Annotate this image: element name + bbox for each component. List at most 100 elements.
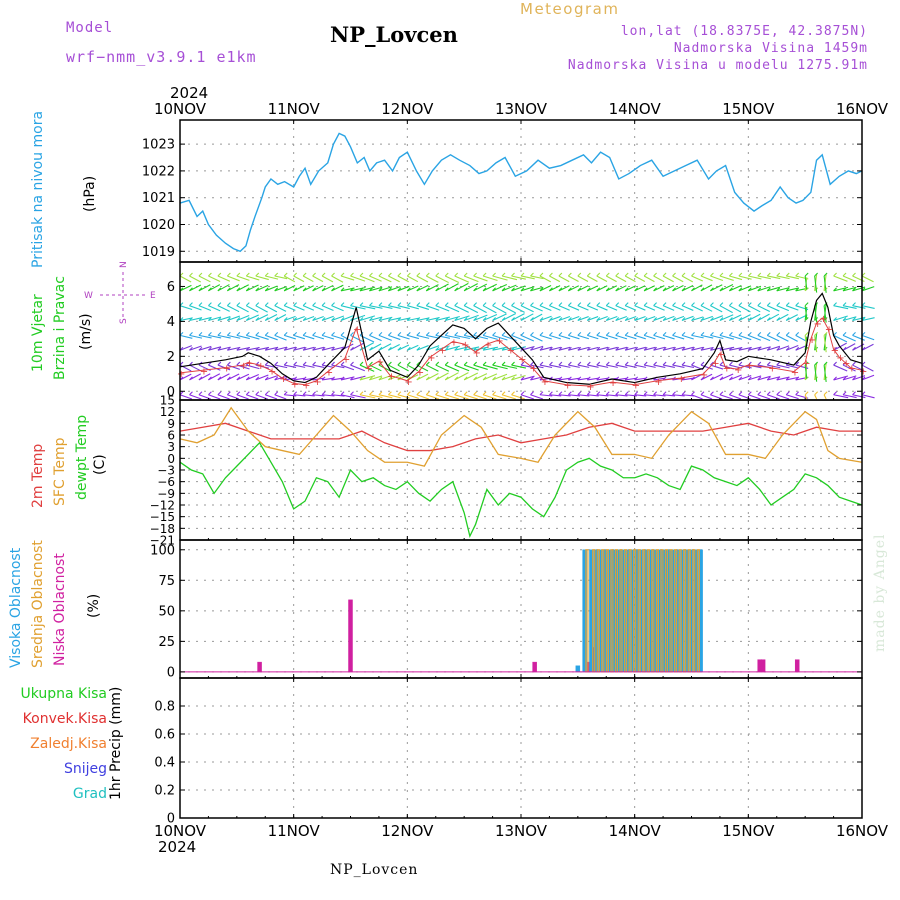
wind-arrow <box>189 305 202 311</box>
wind-arrow-head <box>454 287 459 292</box>
wind-arrow <box>255 334 269 340</box>
wind-arrow <box>596 394 609 397</box>
wind-arrow <box>776 364 790 369</box>
wind-arrow <box>663 394 676 397</box>
wind-arrow <box>198 275 211 283</box>
wind-arrow-head <box>226 391 231 396</box>
wind-arrow-head <box>738 376 743 381</box>
wind-arrow <box>672 315 685 322</box>
wind-arrow <box>842 286 857 292</box>
wind-arrow <box>606 394 618 397</box>
wind-arrow-head <box>463 317 468 321</box>
wind-arrow-head <box>378 317 383 321</box>
wind-arrow <box>672 305 684 311</box>
wind-arrow-head <box>359 361 364 366</box>
wind-arrow-head <box>435 302 440 307</box>
wind-arrow <box>776 305 790 312</box>
wind-marker: + <box>836 353 844 364</box>
wind-marker: + <box>814 319 822 330</box>
wind-arrow <box>246 364 260 370</box>
wind-arrow <box>331 284 344 292</box>
wind-arrow-head <box>198 391 203 396</box>
wind-arrow <box>208 305 221 312</box>
wind-arrow <box>852 305 866 309</box>
wind-marker: + <box>586 382 594 393</box>
model-label: Model <box>66 20 114 36</box>
wind-arrow-head <box>245 391 250 396</box>
wind-arrow-head <box>567 346 572 351</box>
wind-arrow <box>748 305 761 313</box>
wind-arrow-head <box>842 317 847 321</box>
wind-arrow <box>293 315 305 322</box>
wind-arrow-head <box>634 272 639 277</box>
wind-arrow-head <box>823 361 828 366</box>
wind-arrow <box>378 286 393 292</box>
compass-icon: W E N S <box>84 261 156 324</box>
wind-arrow <box>729 284 742 292</box>
wind-arrow <box>842 364 856 372</box>
wind-arrow-head <box>530 376 534 381</box>
wind-arrow <box>369 286 383 292</box>
wind-arrow <box>359 305 376 310</box>
wind-arrow <box>265 334 278 341</box>
y-tick-label: 2 <box>167 350 175 365</box>
wind-arrow <box>823 305 827 323</box>
cloud-bar <box>696 549 700 673</box>
wind-arrow-head <box>605 287 610 292</box>
wind-arrow-head <box>340 302 345 307</box>
wind-arrow <box>416 305 430 310</box>
wind-arrow <box>634 334 646 340</box>
wind-arrow-head <box>264 302 269 307</box>
wind-arrow-head <box>852 287 856 292</box>
wind-arrow <box>653 346 666 351</box>
wind-marker: + <box>473 348 481 359</box>
wind-arrow-head <box>425 272 430 277</box>
wind-arrow-head <box>321 272 326 277</box>
wind-arrow <box>615 275 627 283</box>
wind-arrow <box>511 334 526 342</box>
wind-arrow-head <box>520 361 525 366</box>
wind-arrow-head <box>492 272 496 277</box>
wind-arrow-head <box>549 287 553 292</box>
wind-arrow <box>691 334 704 339</box>
y-tick-label: 4 <box>167 315 175 330</box>
wind-arrow <box>274 314 287 322</box>
wind-arrow <box>227 346 241 351</box>
cloud-bar <box>585 549 589 673</box>
wind-arrow-head <box>444 302 449 307</box>
cloud-bar <box>628 549 632 673</box>
wind-arrow <box>511 394 525 400</box>
wind-arrow-head <box>406 302 411 307</box>
wind-arrow-head <box>255 302 260 307</box>
wind-arrow <box>738 314 751 322</box>
wind-arrow <box>416 275 429 283</box>
wind-arrow <box>672 275 684 283</box>
wind-arrow <box>473 364 488 370</box>
wind-arrow <box>274 375 288 381</box>
wind-marker: + <box>677 374 685 385</box>
wind-arrow <box>520 394 535 400</box>
wind-arrow <box>625 394 637 397</box>
wind-arrow-head <box>738 287 743 292</box>
pressure-line <box>179 132 863 253</box>
wind-arrow-head <box>435 272 440 277</box>
wind-arrow <box>426 275 439 283</box>
compass-east: E <box>150 291 156 301</box>
wind-arrow <box>463 372 479 381</box>
wind-arrow-head <box>539 302 544 307</box>
wind-arrow <box>539 394 553 397</box>
wind-arrow-head <box>729 287 733 292</box>
wind-arrow-head <box>823 331 828 336</box>
wind-arrow <box>520 334 535 342</box>
wind-arrow-head <box>463 346 468 351</box>
wind-arrow-head <box>624 272 629 277</box>
x-tick-label-top: 12NOV <box>381 100 434 118</box>
wind-arrow <box>274 275 288 280</box>
wind-arrow-head <box>511 287 515 292</box>
wind-arrow-head <box>369 302 373 307</box>
wind-arrow-head <box>567 376 572 381</box>
wind-arrow <box>255 374 269 381</box>
wind-arrow-head <box>691 346 695 351</box>
wind-marker: + <box>325 368 333 379</box>
wind-arrow-head <box>444 272 449 277</box>
